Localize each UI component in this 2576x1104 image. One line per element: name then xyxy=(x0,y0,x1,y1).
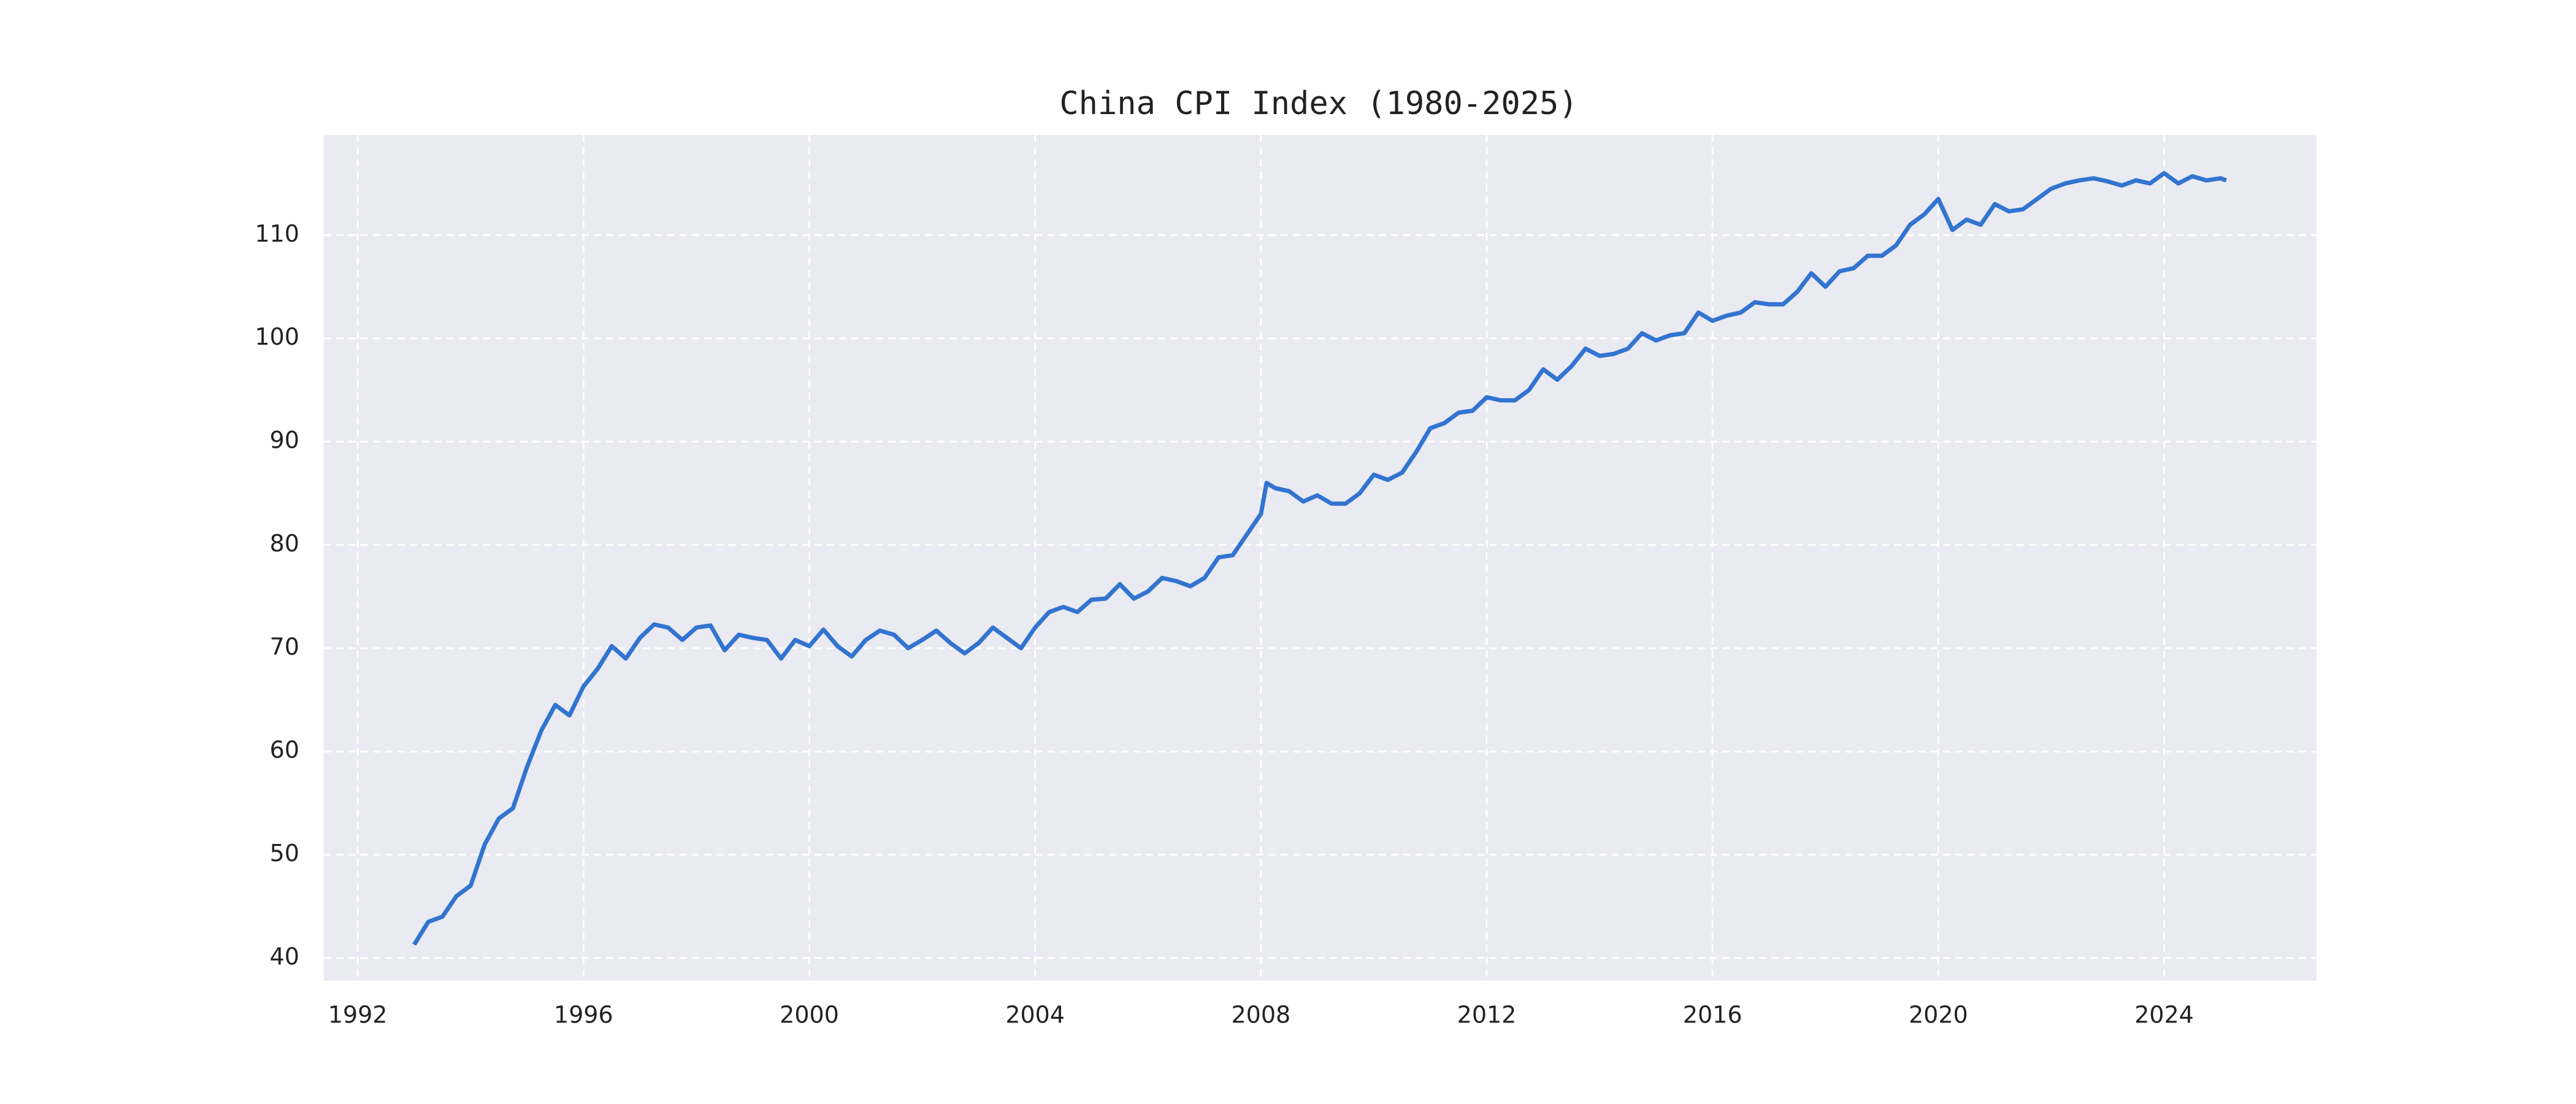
y-tick-label: 40 xyxy=(270,943,299,970)
chart-title: China CPI Index (1980-2025) xyxy=(1059,85,1577,122)
data-line xyxy=(412,171,2227,946)
y-tick-label: 80 xyxy=(270,530,299,557)
y-tick-label: 50 xyxy=(270,840,299,867)
y-tick-label: 90 xyxy=(270,427,299,454)
x-tick-label: 2000 xyxy=(780,1002,839,1029)
x-tick-label: 2016 xyxy=(1683,1002,1742,1029)
x-tick-label: 2004 xyxy=(1005,1002,1065,1029)
y-tick-label: 70 xyxy=(270,633,299,660)
y-tick-label: 60 xyxy=(270,737,299,764)
x-tick-label: 2008 xyxy=(1231,1002,1290,1029)
x-tick-label: 2024 xyxy=(2134,1002,2194,1029)
y-tick-label: 110 xyxy=(255,220,299,247)
plot-area xyxy=(324,135,2317,981)
x-tick-label: 1992 xyxy=(328,1002,388,1029)
x-tick-label: 2020 xyxy=(1909,1002,1968,1029)
y-tick-label: 100 xyxy=(255,323,299,350)
x-tick-label: 1996 xyxy=(554,1002,613,1029)
x-tick-label: 2012 xyxy=(1457,1002,1517,1029)
